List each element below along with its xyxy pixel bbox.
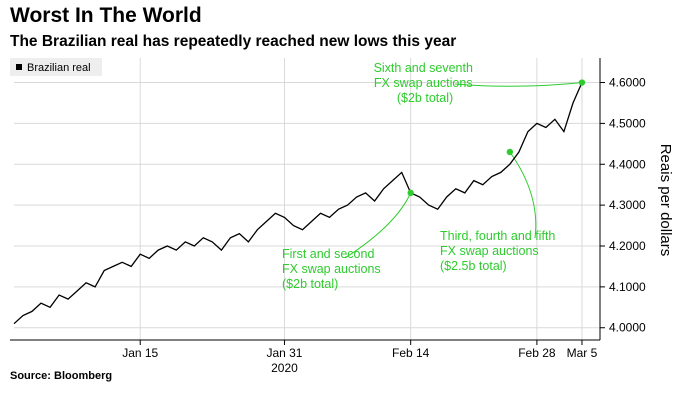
x-tick-label: Jan 31 <box>266 346 302 360</box>
annotation-line: ($2.5b total) <box>440 259 507 273</box>
annotation-point <box>407 189 414 197</box>
y-tick-label: 4.6000 <box>609 76 646 90</box>
annotation-leader-line <box>509 151 537 239</box>
y-tick-label: 4.0000 <box>609 321 646 335</box>
annotation-point <box>578 79 586 86</box>
x-tick-label: Feb 14 <box>392 346 430 360</box>
annotation-line: FX swap auctions <box>282 262 381 276</box>
y-tick-label: 4.4000 <box>609 157 646 171</box>
chart-title: Worst In The World <box>10 4 202 27</box>
annotation-line: ($2b total) <box>282 277 338 291</box>
annotation-point <box>506 148 514 156</box>
y-axis-label: Reais per dollars <box>657 144 674 257</box>
x-tick-label: Mar 5 <box>567 346 598 360</box>
annotation-sixth-seventh: Sixth and seventh FX swap auctions ($2b … <box>374 61 477 105</box>
series-line-brazilian-real <box>13 82 583 325</box>
annotation-third-fourth-fifth: Third, fourth and fifth FX swap auctions… <box>440 229 559 273</box>
annotation-line: First and second <box>282 247 374 261</box>
x-year-label: 2020 <box>271 361 298 375</box>
annotation-line: Third, fourth and fifth <box>440 229 555 243</box>
annotation-leader-line <box>344 192 412 259</box>
x-tick-label: Jan 15 <box>122 346 158 360</box>
y-tick-label: 4.1000 <box>609 280 646 294</box>
legend-swatch <box>16 64 22 70</box>
annotation-first-second: First and second FX swap auctions ($2b t… <box>282 247 384 291</box>
annotation-leader-line <box>454 82 583 87</box>
x-tick-label: Feb 28 <box>518 346 556 360</box>
y-tick-label: 4.2000 <box>609 239 646 253</box>
source-note: Source: Bloomberg <box>10 370 113 382</box>
y-tick-label: 4.3000 <box>609 198 646 212</box>
y-tick-label: 4.5000 <box>609 116 646 130</box>
annotation-line: Sixth and seventh <box>374 61 473 75</box>
annotation-line: FX swap auctions <box>440 244 539 258</box>
legend-box <box>10 58 102 76</box>
legend-label: Brazilian real <box>27 62 91 74</box>
annotation-line: FX swap auctions <box>374 76 473 90</box>
annotation-line: ($2b total) <box>397 91 453 105</box>
chart-subtitle: The Brazilian real has repeatedly reache… <box>10 33 457 50</box>
